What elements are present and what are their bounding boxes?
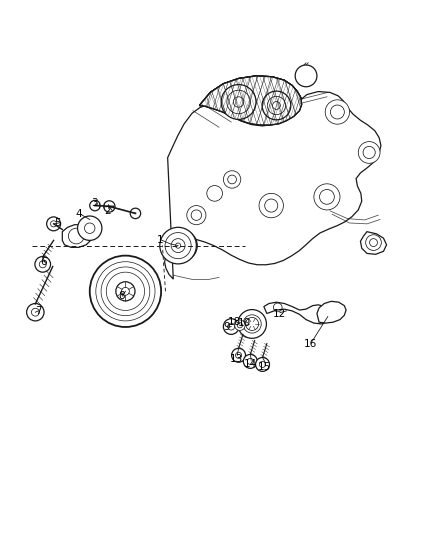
Polygon shape (264, 302, 332, 324)
Circle shape (325, 100, 350, 124)
Text: 18: 18 (228, 317, 241, 327)
Circle shape (27, 303, 44, 321)
Polygon shape (317, 301, 346, 323)
Text: 6: 6 (41, 257, 47, 267)
Circle shape (187, 206, 206, 225)
Circle shape (47, 217, 60, 231)
Circle shape (295, 65, 317, 87)
Circle shape (35, 256, 50, 272)
Text: 9: 9 (223, 322, 230, 333)
Circle shape (90, 256, 161, 327)
Circle shape (255, 358, 269, 372)
Circle shape (160, 228, 196, 264)
Circle shape (130, 208, 141, 219)
Polygon shape (199, 76, 302, 125)
Circle shape (78, 216, 102, 240)
Circle shape (221, 85, 256, 119)
Text: 15: 15 (258, 361, 271, 372)
Text: 10: 10 (238, 318, 251, 328)
Circle shape (262, 91, 291, 120)
Circle shape (167, 230, 197, 261)
Circle shape (261, 91, 289, 118)
Circle shape (90, 200, 100, 211)
Circle shape (238, 310, 266, 338)
Text: 7: 7 (35, 306, 42, 316)
Text: 3: 3 (92, 198, 98, 208)
Polygon shape (62, 225, 91, 247)
Polygon shape (199, 76, 302, 125)
Circle shape (223, 171, 241, 188)
Text: 4: 4 (75, 209, 82, 219)
Text: 1: 1 (157, 236, 163, 245)
Text: 14: 14 (244, 359, 257, 368)
Text: 8: 8 (118, 291, 124, 301)
Polygon shape (165, 92, 381, 279)
Circle shape (232, 349, 246, 362)
Circle shape (235, 320, 245, 330)
Text: 16: 16 (304, 339, 317, 349)
Text: 5: 5 (54, 218, 60, 228)
Text: 2: 2 (104, 206, 110, 216)
Polygon shape (199, 76, 302, 125)
Circle shape (358, 142, 380, 163)
Circle shape (314, 184, 340, 210)
Text: 12: 12 (272, 309, 286, 319)
Circle shape (366, 235, 381, 251)
Circle shape (104, 201, 115, 212)
Circle shape (259, 193, 283, 218)
Circle shape (223, 319, 239, 334)
Polygon shape (360, 232, 387, 254)
Circle shape (222, 85, 255, 118)
Circle shape (244, 354, 257, 368)
Text: 13: 13 (230, 354, 243, 364)
Circle shape (207, 185, 223, 201)
